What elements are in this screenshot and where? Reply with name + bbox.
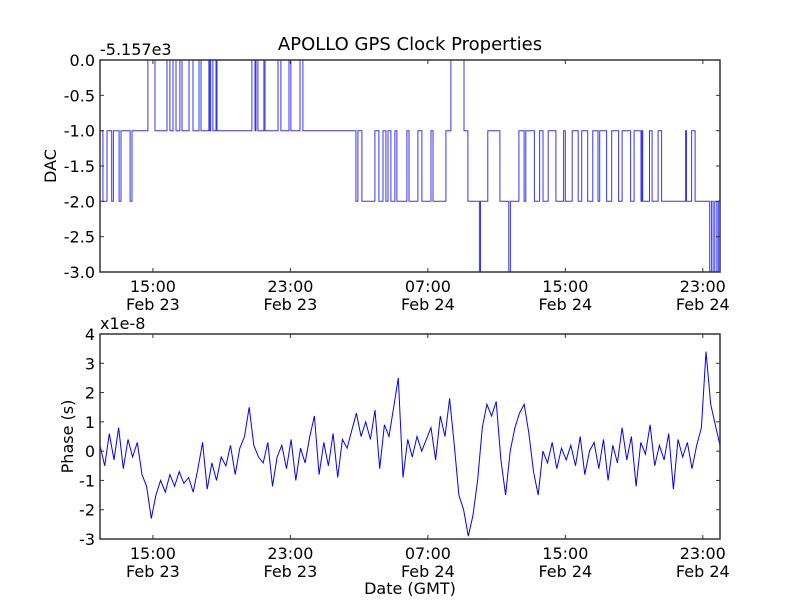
phase-xtick-label-date: Feb 24 <box>676 562 730 581</box>
phase-xtick-label-time: 23:00 <box>267 544 313 563</box>
phase-ytick-label: -3 <box>79 530 95 549</box>
phase-ytick-label: -2 <box>79 501 95 520</box>
phase-xtick-label-date: Feb 23 <box>126 562 180 581</box>
phase-xtick-label-time: 23:00 <box>680 544 726 563</box>
dac-series-line <box>100 59 720 273</box>
phase-offset-text: x1e-8 <box>100 314 145 333</box>
dac-xtick-label-time: 23:00 <box>680 277 726 296</box>
dac-xtick-label-date: Feb 23 <box>264 295 318 314</box>
dac-ytick-label: -1.5 <box>64 157 95 176</box>
dac-xtick-label-time: 15:00 <box>542 277 588 296</box>
phase-xlabel: Date (GMT) <box>364 579 456 598</box>
phase-ytick-label: 3 <box>85 354 95 373</box>
dac-xtick-label-time: 07:00 <box>405 277 451 296</box>
phase-xtick-label-time: 15:00 <box>130 544 176 563</box>
dac-ytick-label: -1.0 <box>64 122 95 141</box>
phase-xtick-label-date: Feb 24 <box>538 562 592 581</box>
dac-offset-text: -5.157e3 <box>100 40 172 59</box>
phase-ytick-label: -1 <box>79 471 95 490</box>
phase-ytick-label: 0 <box>85 442 95 461</box>
dac-ytick-label: -0.5 <box>64 86 95 105</box>
phase-xtick-label-date: Feb 23 <box>264 562 318 581</box>
chart-title: APOLLO GPS Clock Properties <box>278 34 542 55</box>
phase-xtick-label-date: Feb 24 <box>401 562 455 581</box>
dac-xtick-label-date: Feb 24 <box>676 295 730 314</box>
dac-xtick-label-date: Feb 23 <box>126 295 180 314</box>
dac-ytick-label: 0.0 <box>70 51 95 70</box>
dac-ytick-label: -2.0 <box>64 192 95 211</box>
dac-ytick-label: -3.0 <box>64 263 95 282</box>
phase-ytick-label: 2 <box>85 384 95 403</box>
phase-xtick-label-time: 15:00 <box>542 544 588 563</box>
dac-xtick-label-date: Feb 24 <box>538 295 592 314</box>
phase-xtick-label-time: 07:00 <box>405 544 451 563</box>
phase-ylabel: Phase (s) <box>58 400 77 474</box>
phase-ytick-label: 1 <box>85 413 95 432</box>
phase-series-line <box>100 351 720 537</box>
dac-xtick-label-time: 15:00 <box>130 277 176 296</box>
phase-ytick-label: 4 <box>85 325 95 344</box>
phase-axes-frame <box>99 333 721 540</box>
dac-xtick-label-time: 23:00 <box>267 277 313 296</box>
dac-ytick-label: -2.5 <box>64 228 95 247</box>
dac-ylabel: DAC <box>41 149 60 183</box>
dac-xtick-label-date: Feb 24 <box>401 295 455 314</box>
